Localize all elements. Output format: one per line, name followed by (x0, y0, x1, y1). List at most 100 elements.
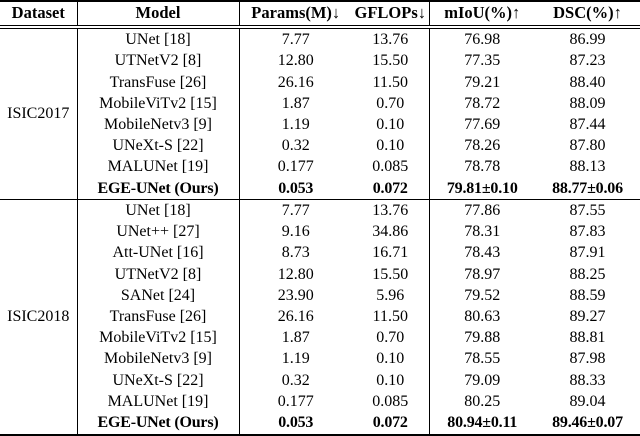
dsc-cell: 89.04 (569, 392, 606, 410)
dsc-cell: 87.44 (569, 116, 606, 133)
dataset-label: ISIC2018 (0, 199, 78, 436)
dsc-cell: 88.33 (569, 371, 606, 389)
dataset-label: ISIC2017 (0, 27, 78, 201)
model-cell: SANet [24] (77, 285, 240, 307)
params-cell: 26.16 (277, 308, 314, 325)
miou-cell: 78.97 (464, 265, 501, 283)
miou-cell: 80.63 (464, 308, 501, 325)
table-row: MobileNetv3 [9] 1.19 0.10 78.55 87.98 (0, 348, 640, 370)
model-cell: UTNetV2 [8] (77, 50, 240, 73)
dsc-cell: 86.99 (569, 30, 606, 48)
table-row: MobileViTv2 [15] 1.87 0.70 79.88 88.81 (0, 327, 640, 349)
miou-cell: 78.78 (464, 158, 501, 176)
table-row: MobileNetv3 [9] 1.19 0.10 77.69 87.44 (0, 114, 640, 136)
table-row: ISIC2018 UNet [18] 7.77 13.76 77.86 87.55 (0, 199, 640, 436)
model-cell: MobileNetv3 [9] (77, 348, 240, 370)
miou-cell: 80.94±0.11 (447, 414, 518, 432)
table-row: ISIC2017 UNet [18] 7.77 13.76 76.98 86.99 (0, 27, 640, 201)
header-model: Model (77, 1, 240, 29)
model-cell: UTNetV2 [8] (77, 264, 240, 286)
gflops-cell: 15.50 (352, 264, 430, 286)
model-cell: MobileViTv2 [15] (77, 93, 240, 115)
table-row: MALUNet [19] 0.177 0.085 80.25 89.04 (0, 391, 640, 413)
gflops-cell: 0.072 (352, 412, 430, 435)
table-header: Dataset Model Params(M)↓ GFLOPs↓ mIoU(%)… (0, 1, 640, 29)
model-cell: UNet++ [27] (77, 221, 240, 243)
params-cell: 1.87 (281, 329, 310, 347)
params-cell: 0.32 (281, 137, 310, 155)
model-cell: UNet [18] (77, 27, 240, 51)
table-row: SANet [24] 23.90 5.96 79.52 88.59 (0, 285, 640, 307)
miou-cell: 76.98 (464, 30, 501, 48)
model-cell: MALUNet [19] (77, 156, 240, 178)
gflops-cell: 0.70 (352, 327, 430, 349)
gflops-cell: 0.10 (352, 114, 430, 136)
dsc-cell: 87.23 (569, 52, 606, 70)
params-cell: 7.77 (281, 30, 310, 48)
model-cell: MobileViTv2 [15] (77, 327, 240, 349)
header-gflops: GFLOPs↓ (352, 1, 430, 29)
dsc-cell: 88.09 (569, 94, 606, 112)
gflops-cell: 11.50 (352, 72, 430, 94)
table-row: UNeXt-S [22] 0.32 0.10 79.09 88.33 (0, 369, 640, 392)
params-cell: 0.177 (277, 158, 314, 176)
gflops-cell: 0.085 (352, 156, 430, 178)
params-cell: 8.73 (281, 244, 310, 262)
miou-cell: 78.31 (464, 223, 501, 241)
table-row: TransFuse [26] 26.16 11.50 79.21 88.40 (0, 72, 640, 94)
model-cell: UNeXt-S [22] (77, 135, 240, 157)
table-row: UNeXt-S [22] 0.32 0.10 78.26 87.80 (0, 135, 640, 157)
miou-cell: 80.25 (464, 392, 501, 410)
table-row: UTNetV2 [8] 12.80 15.50 77.35 87.23 (0, 50, 640, 73)
table-row: EGE-UNet (Ours) 0.053 0.072 79.81±0.10 88.77… (0, 177, 640, 200)
header-dsc: DSC(%)↑ (535, 1, 640, 29)
gflops-cell: 34.86 (352, 221, 430, 243)
params-cell: 12.80 (277, 265, 314, 283)
params-cell: 0.177 (277, 392, 314, 410)
miou-cell: 79.88 (464, 329, 501, 347)
model-cell: MALUNet [19] (77, 391, 240, 413)
params-cell: 0.053 (278, 179, 314, 197)
dsc-cell: 88.25 (569, 265, 606, 283)
header-params: Params(M)↓ (239, 1, 352, 29)
gflops-cell: 15.50 (352, 50, 430, 73)
miou-cell: 78.55 (464, 350, 501, 368)
gflops-cell: 0.10 (352, 369, 430, 392)
dsc-cell: 87.91 (569, 244, 606, 262)
gflops-cell: 13.76 (352, 27, 430, 51)
dsc-cell: 88.13 (569, 158, 606, 176)
model-cell: EGE-UNet (Ours) (77, 412, 240, 435)
gflops-cell: 13.76 (352, 199, 430, 222)
dsc-cell: 89.46±0.07 (552, 414, 623, 432)
miou-cell: 78.26 (464, 137, 501, 155)
dsc-cell: 88.59 (569, 286, 606, 304)
miou-cell: 78.72 (464, 94, 501, 112)
table-row: UNet++ [27] 9.16 34.86 78.31 87.83 (0, 221, 640, 243)
params-cell: 9.16 (281, 223, 310, 241)
dsc-cell: 88.81 (569, 329, 606, 347)
params-cell: 23.90 (277, 286, 314, 304)
table-body: ISIC2017 UNet [18] 7.77 13.76 76.98 86.99 UTNe… (0, 27, 640, 436)
gflops-cell: 16.71 (352, 242, 430, 265)
table-row: TransFuse [26] 26.16 11.50 80.63 89.27 (0, 306, 640, 328)
gflops-cell: 5.96 (352, 285, 430, 307)
miou-cell: 78.43 (464, 244, 501, 262)
dsc-cell: 88.77±0.06 (552, 179, 623, 197)
table-row: Att-UNet [16] 8.73 16.71 78.43 87.91 (0, 242, 640, 265)
gflops-cell: 0.10 (352, 348, 430, 370)
params-cell: 1.19 (281, 116, 310, 133)
gflops-cell: 0.70 (352, 93, 430, 115)
table-row: MALUNet [19] 0.177 0.085 78.78 88.13 (0, 156, 640, 178)
miou-cell: 79.21 (464, 73, 501, 91)
dsc-cell: 87.80 (569, 137, 606, 155)
model-cell: EGE-UNet (Ours) (77, 177, 240, 200)
model-cell: MobileNetv3 [9] (77, 114, 240, 136)
header-miou: mIoU(%)↑ (429, 1, 535, 29)
dsc-cell: 87.83 (569, 223, 606, 241)
gflops-cell: 11.50 (352, 306, 430, 328)
params-cell: 1.19 (281, 350, 310, 368)
gflops-cell: 0.085 (352, 391, 430, 413)
dsc-cell: 89.27 (569, 308, 606, 325)
